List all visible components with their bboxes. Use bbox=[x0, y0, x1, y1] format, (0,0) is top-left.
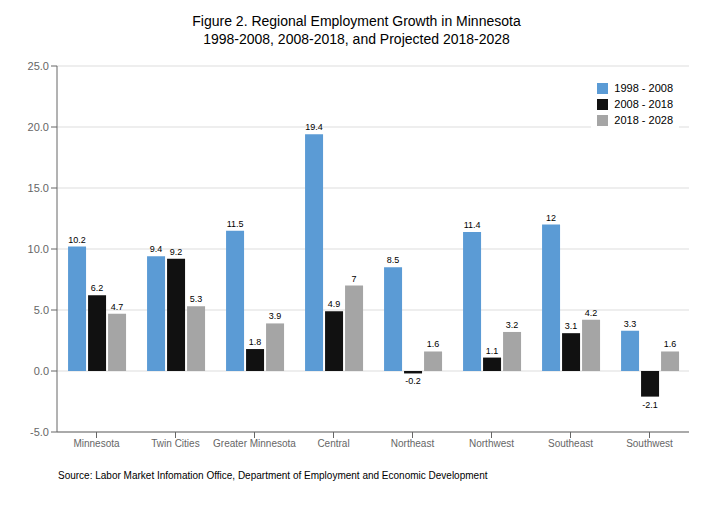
svg-text:3.2: 3.2 bbox=[506, 320, 519, 330]
svg-text:5.0: 5.0 bbox=[34, 304, 49, 316]
svg-text:-5.0: -5.0 bbox=[30, 426, 49, 438]
svg-text:1.8: 1.8 bbox=[249, 337, 262, 347]
svg-text:9.2: 9.2 bbox=[170, 247, 183, 257]
svg-text:3.1: 3.1 bbox=[565, 321, 578, 331]
svg-text:1.6: 1.6 bbox=[664, 339, 677, 349]
svg-text:7: 7 bbox=[352, 274, 357, 284]
svg-text:-0.2: -0.2 bbox=[405, 376, 421, 386]
svg-text:Central: Central bbox=[317, 438, 349, 449]
svg-text:1.1: 1.1 bbox=[486, 346, 499, 356]
svg-text:4.9: 4.9 bbox=[328, 299, 341, 309]
svg-text:6.2: 6.2 bbox=[91, 283, 104, 293]
svg-text:11.4: 11.4 bbox=[464, 220, 481, 230]
svg-text:10.2: 10.2 bbox=[68, 235, 86, 245]
html-text:1998 - 2008: 1998 - 2008 bbox=[614, 82, 673, 94]
svg-text:0.0: 0.0 bbox=[34, 365, 49, 377]
svg-text:Greater Minnesota: Greater Minnesota bbox=[213, 438, 296, 449]
svg-text:25.0: 25.0 bbox=[28, 60, 49, 72]
svg-text:5.3: 5.3 bbox=[190, 294, 203, 304]
svg-text:8.5: 8.5 bbox=[387, 255, 400, 265]
svg-text:3.3: 3.3 bbox=[624, 319, 637, 329]
svg-text:3.9: 3.9 bbox=[269, 311, 282, 321]
svg-text:Northwest: Northwest bbox=[469, 438, 514, 449]
svg-text:Southeast: Southeast bbox=[548, 438, 593, 449]
svg-text:4.7: 4.7 bbox=[111, 302, 124, 312]
svg-text:Northeast: Northeast bbox=[391, 438, 435, 449]
html-text:1998-2008, 2008-2018, and Proj: 1998-2008, 2008-2018, and Projected 2018… bbox=[203, 31, 510, 47]
svg-text:12: 12 bbox=[546, 213, 556, 223]
html-text:Source: Labor Market Infomatio: Source: Labor Market Infomation Office, … bbox=[58, 470, 488, 481]
svg-text:1.6: 1.6 bbox=[427, 339, 440, 349]
svg-text:20.0: 20.0 bbox=[28, 121, 49, 133]
html-text:2018 - 2028: 2018 - 2028 bbox=[614, 114, 673, 126]
svg-text:Minnesota: Minnesota bbox=[73, 438, 120, 449]
svg-text:9.4: 9.4 bbox=[150, 244, 163, 254]
svg-text:Southwest: Southwest bbox=[626, 438, 673, 449]
svg-text:4.2: 4.2 bbox=[585, 308, 598, 318]
html-text:2008 - 2018: 2008 - 2018 bbox=[614, 98, 673, 110]
svg-text:Twin Cities: Twin Cities bbox=[151, 438, 199, 449]
svg-text:19.4: 19.4 bbox=[305, 122, 323, 132]
svg-text:-2.1: -2.1 bbox=[642, 400, 658, 410]
svg-text:10.0: 10.0 bbox=[28, 243, 49, 255]
svg-text:11.5: 11.5 bbox=[227, 219, 244, 229]
svg-text:15.0: 15.0 bbox=[28, 182, 49, 194]
html-text:Figure 2. Regional Employment: Figure 2. Regional Employment Growth in … bbox=[192, 13, 521, 29]
